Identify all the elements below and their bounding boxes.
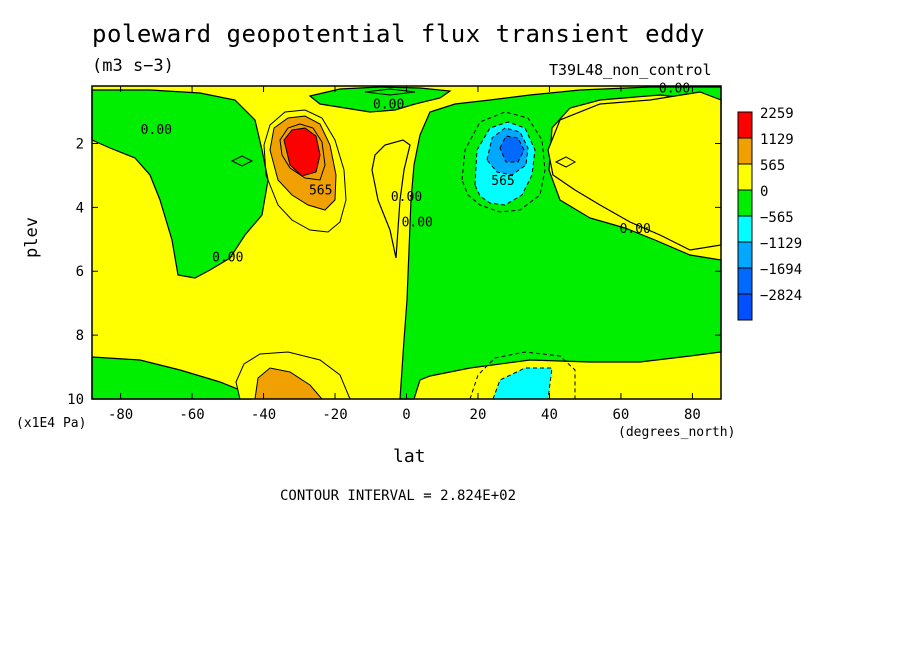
colorbar-swatch	[737, 111, 753, 139]
contour-label: 0.00	[402, 216, 433, 231]
x-tick-label: -40	[251, 407, 276, 423]
colorbar: 2259 1129 565 0 −565 −1129 −1694 −2824	[737, 106, 802, 321]
small-contours	[230, 88, 577, 168]
contour-label: 0.00	[212, 251, 243, 266]
colorbar-swatch	[737, 215, 753, 243]
colorbar-swatch	[737, 137, 753, 165]
colorbar-swatch	[737, 189, 753, 217]
contour-labels: 0.00 0.00 0.00 565 0.00 0.00 565 0.00 0.00	[141, 81, 691, 265]
x-tick-label: -60	[179, 407, 204, 423]
colorbar-level-label: −1694	[760, 262, 802, 278]
contour-interval-note: CONTOUR INTERVAL = 2.824E+02	[280, 488, 517, 504]
run-label: T39L48_non_control	[549, 61, 712, 79]
colorbar-level-label: 565	[760, 158, 785, 174]
surface-features	[235, 351, 576, 400]
colorbar-level-label: −1129	[760, 236, 802, 252]
y-tick-label: 4	[76, 200, 84, 216]
nh-surface-contour	[469, 351, 576, 400]
colorbar-swatch	[737, 267, 753, 295]
contour-label: 0.00	[659, 81, 690, 96]
colorbar-level-label: 0	[760, 184, 768, 200]
contour-label: 0.00	[141, 123, 172, 138]
colorbar-swatch	[737, 293, 753, 321]
nh-jet-core	[499, 135, 525, 163]
contour-label: 0.00	[373, 97, 404, 112]
small-contour-east	[554, 156, 577, 168]
small-contour-top	[364, 88, 416, 96]
sh-jet-contour-outer	[263, 109, 347, 233]
x-tick-label: 60	[613, 407, 630, 423]
sh-negative-region	[91, 89, 269, 279]
eq-positive-tongue	[371, 139, 411, 259]
colorbar-level-label: 2259	[760, 106, 794, 122]
colorbar-level-label: −565	[760, 210, 794, 226]
nh-jet	[461, 111, 546, 213]
x-tick-label: -20	[322, 407, 347, 423]
x-axis-unit: (degrees_north)	[618, 425, 736, 440]
x-tick-label: 0	[402, 407, 410, 423]
colorbar-swatch	[737, 163, 753, 191]
colorbar-swatch	[737, 241, 753, 269]
contour-label: 0.00	[620, 222, 651, 237]
top-negative-strip	[308, 86, 452, 113]
x-tick-label: 80	[684, 407, 701, 423]
y-tick-label: 10	[67, 392, 84, 408]
y-tick-label: 6	[76, 264, 84, 280]
x-tick-label: 20	[470, 407, 487, 423]
nh-jet-contour-outer	[461, 111, 546, 213]
chart-title: poleward geopotential flux transient edd…	[92, 20, 705, 48]
x-axis-label: lat	[393, 446, 426, 467]
y-tick-label: 8	[76, 328, 84, 344]
x-tick-label: 40	[541, 407, 558, 423]
y-tick-label: 2	[76, 136, 84, 152]
axes: -80 -60 -40 -20 0 20 40 60 80 2 4 6 8 10	[67, 86, 721, 423]
small-contour-west	[230, 155, 254, 167]
nh-positive-island	[547, 91, 722, 251]
contour-label: 565	[491, 174, 514, 189]
chart-units: (m3 s−3)	[92, 56, 174, 76]
contour-label: 0.00	[391, 190, 422, 205]
sh-jet	[263, 109, 347, 233]
sh-jet-core-2259	[283, 127, 321, 177]
colorbar-level-label: −2824	[760, 288, 802, 304]
y-axis-unit: (x1E4 Pa)	[16, 416, 87, 431]
contour-label: 565	[309, 184, 332, 199]
colorbar-level-label: 1129	[760, 132, 794, 148]
x-tick-label: -80	[108, 407, 133, 423]
positive-islands	[371, 91, 722, 259]
